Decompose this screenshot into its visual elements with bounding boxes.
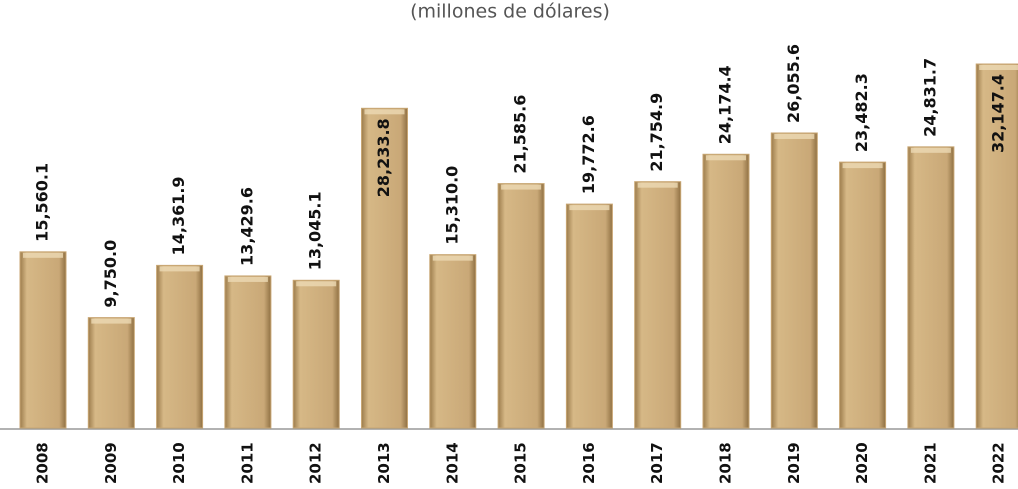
x-tick-label: 2019 bbox=[785, 442, 803, 484]
x-tick-label: 2010 bbox=[170, 442, 188, 484]
data-label: 9,750.0 bbox=[101, 240, 120, 308]
data-label: 32,147.4 bbox=[989, 74, 1008, 153]
x-tick-label: 2009 bbox=[102, 442, 120, 484]
bar-cap bbox=[364, 109, 405, 115]
x-tick-label: 2008 bbox=[34, 442, 52, 484]
bar bbox=[156, 264, 204, 429]
bar-cap bbox=[91, 318, 132, 324]
bar bbox=[770, 132, 818, 429]
bar-cap bbox=[706, 155, 746, 161]
bar-cap bbox=[910, 147, 951, 153]
bar-cap bbox=[227, 276, 268, 282]
x-tick-label: 2011 bbox=[238, 442, 256, 484]
data-label: 19,772.6 bbox=[579, 115, 598, 194]
bar bbox=[565, 203, 613, 429]
data-label: 15,560.1 bbox=[33, 163, 52, 242]
bar-cap bbox=[501, 184, 542, 190]
bar bbox=[702, 153, 750, 429]
bar-cap bbox=[432, 255, 473, 261]
data-label: 15,310.0 bbox=[442, 166, 461, 245]
data-label: 23,482.3 bbox=[852, 73, 871, 152]
chart-title: (millones de dólares) bbox=[410, 1, 610, 23]
data-label: 28,233.8 bbox=[374, 118, 393, 197]
bar-cap bbox=[569, 205, 610, 211]
bar-cap bbox=[23, 252, 63, 258]
x-tick-label: 2021 bbox=[921, 442, 939, 484]
bar bbox=[19, 251, 67, 429]
data-label: 13,429.6 bbox=[237, 187, 256, 266]
bar bbox=[975, 63, 1018, 429]
bar bbox=[497, 183, 545, 429]
data-label: 14,361.9 bbox=[169, 176, 188, 255]
x-tick-label: 2015 bbox=[512, 442, 530, 484]
bar-cap bbox=[159, 266, 200, 272]
bar bbox=[634, 181, 682, 429]
bar-cap bbox=[296, 281, 337, 287]
x-tick-label: 2017 bbox=[648, 442, 666, 484]
data-label: 26,055.6 bbox=[784, 44, 803, 123]
x-tick-label: 2016 bbox=[580, 442, 598, 484]
bar-cap bbox=[842, 163, 883, 169]
x-tick-label: 2022 bbox=[990, 442, 1008, 484]
data-label: 21,754.9 bbox=[647, 93, 666, 172]
bar bbox=[839, 161, 887, 429]
x-tick-label: 2018 bbox=[717, 442, 735, 484]
bar bbox=[87, 317, 135, 429]
bar bbox=[292, 279, 340, 429]
data-label: 13,045.1 bbox=[306, 191, 325, 270]
x-tick-label: 2014 bbox=[443, 442, 461, 484]
bar bbox=[429, 254, 477, 429]
bar-cap bbox=[774, 133, 815, 139]
data-label: 24,174.4 bbox=[716, 65, 735, 144]
bar bbox=[224, 275, 272, 429]
bar bbox=[361, 107, 408, 429]
bar bbox=[907, 146, 955, 429]
data-label: 24,831.7 bbox=[920, 58, 939, 137]
data-label: 21,585.6 bbox=[511, 95, 530, 174]
x-tick-label: 2013 bbox=[375, 442, 393, 484]
bar-cap bbox=[979, 65, 1018, 70]
bar-cap bbox=[637, 182, 678, 188]
x-tick-label: 2020 bbox=[853, 442, 871, 484]
x-tick-label: 2012 bbox=[307, 442, 325, 484]
